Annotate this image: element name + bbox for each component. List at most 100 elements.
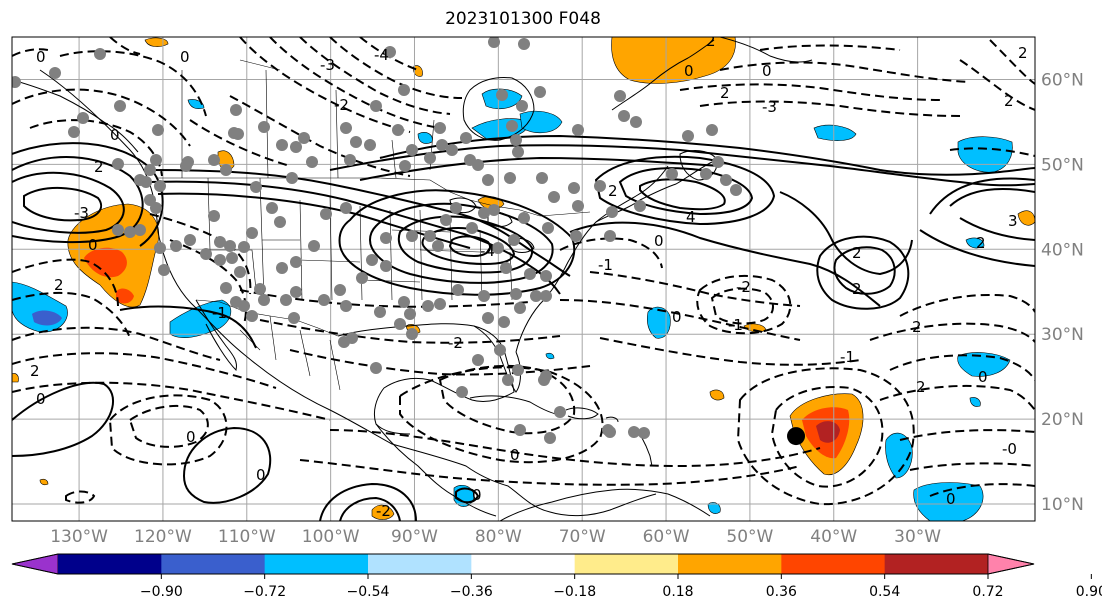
storm-center-marker bbox=[787, 427, 806, 446]
observation-dot bbox=[512, 146, 524, 158]
dashed-contour bbox=[65, 490, 96, 504]
observation-dot bbox=[460, 132, 472, 144]
observation-dot bbox=[518, 38, 530, 50]
observation-dot bbox=[452, 284, 464, 296]
contour-line bbox=[397, 215, 534, 274]
longitude-label: 30°W bbox=[894, 527, 941, 547]
contour-label: 4 bbox=[686, 208, 696, 226]
contour-line bbox=[338, 189, 576, 296]
observation-dot bbox=[516, 100, 528, 112]
observation-dot bbox=[544, 432, 556, 444]
observation-dot bbox=[232, 128, 244, 140]
observation-dot bbox=[399, 160, 411, 172]
observation-dot bbox=[134, 224, 146, 236]
observation-dot bbox=[538, 374, 550, 386]
dashed-contour bbox=[329, 37, 463, 99]
observation-dot bbox=[424, 152, 436, 164]
observation-dot bbox=[512, 364, 524, 376]
observation-dot bbox=[422, 300, 434, 312]
contour-labels: 0 0 -3 2 0 2 2 0 0 0 -3 -4 -2 -4 -2 0 0 … bbox=[30, 37, 1028, 520]
dashed-contour bbox=[12, 258, 119, 307]
colorbar: −0.90 −0.72 −0.54 −0.36 −0.18 0.18 0.36 0.54 0.7… bbox=[11, 553, 1102, 600]
observation-dot bbox=[246, 227, 258, 239]
colorbar-tick-label: −0.72 bbox=[243, 584, 286, 600]
observation-dot bbox=[68, 126, 80, 138]
dashed-contour bbox=[949, 147, 1035, 157]
contour-label: 0 bbox=[36, 48, 46, 66]
observation-dot bbox=[488, 204, 500, 216]
observation-dot bbox=[392, 124, 404, 136]
observation-dot bbox=[720, 174, 732, 186]
cuba bbox=[469, 395, 557, 415]
positive-anomaly-area bbox=[611, 37, 736, 84]
dashed-contour bbox=[299, 37, 451, 115]
observation-dot bbox=[114, 100, 126, 112]
observation-dot bbox=[514, 302, 526, 314]
observation-dot bbox=[540, 270, 552, 282]
dashed-contour bbox=[959, 59, 1035, 111]
contour-label: 2 bbox=[720, 84, 730, 102]
contour-label: 2 bbox=[976, 234, 986, 252]
dashed-contour bbox=[719, 61, 971, 83]
observation-dot bbox=[280, 294, 292, 306]
negative-anomaly-area bbox=[965, 237, 985, 249]
longitude-labels: 130°W 120°W 110°W 100°W 90°W 80°W 70°W 60°W 50°W… bbox=[50, 527, 941, 547]
observation-dot bbox=[548, 191, 560, 203]
contour-label: 0 bbox=[672, 308, 682, 326]
contour-line bbox=[12, 171, 125, 234]
coastlines bbox=[12, 37, 813, 521]
observation-dot bbox=[602, 424, 614, 436]
observation-dot bbox=[482, 312, 494, 324]
observation-dot bbox=[634, 200, 646, 212]
positive-anomaly-core bbox=[116, 288, 134, 304]
contour-label: -1 bbox=[212, 304, 227, 322]
dashed-contour bbox=[12, 381, 331, 421]
contour-label: -2 bbox=[736, 278, 751, 296]
contour-label: 2 bbox=[1018, 44, 1028, 62]
observation-dot bbox=[208, 154, 220, 166]
longitude-label: 110°W bbox=[218, 527, 276, 547]
observation-dot bbox=[712, 156, 724, 168]
contour-line bbox=[833, 246, 896, 295]
dashed-contour bbox=[438, 364, 576, 435]
negative-anomaly-area bbox=[885, 432, 913, 479]
dashed-contour bbox=[879, 384, 1035, 411]
contour-label: -2 bbox=[448, 334, 463, 352]
baja-peninsula bbox=[195, 299, 237, 371]
observation-dot bbox=[434, 122, 446, 134]
dashed-contour bbox=[189, 119, 291, 167]
longitude-label: 40°W bbox=[810, 527, 857, 547]
observation-dot bbox=[298, 132, 310, 144]
colorbar-segment bbox=[884, 554, 989, 574]
map-area: 0 0 -3 2 0 2 2 0 0 0 -3 -4 -2 -4 -2 0 0 … bbox=[12, 37, 1035, 521]
contour-label: -3 bbox=[74, 204, 89, 222]
colorbar-tick-label: 0.36 bbox=[766, 584, 797, 600]
contour-line bbox=[12, 156, 144, 244]
colorbar-tick-label: −0.90 bbox=[140, 584, 183, 600]
observation-dot bbox=[308, 240, 320, 252]
observation-dot bbox=[518, 212, 530, 224]
contour-line bbox=[618, 167, 754, 216]
observation-dot bbox=[334, 284, 346, 296]
colorbar-segment bbox=[368, 554, 472, 574]
observation-dot bbox=[356, 272, 368, 284]
observation-dot bbox=[554, 406, 566, 418]
observation-dot bbox=[536, 172, 548, 184]
contour-label: 0 bbox=[110, 126, 120, 144]
contour-label: -4 bbox=[480, 242, 495, 260]
observation-dot bbox=[112, 158, 124, 170]
observation-dot bbox=[170, 240, 182, 252]
observation-dot bbox=[446, 144, 458, 156]
observation-dot bbox=[338, 336, 350, 348]
positive-anomaly-area bbox=[39, 478, 49, 486]
labrador-coast bbox=[611, 39, 715, 111]
dashed-contour bbox=[12, 326, 221, 361]
observation-dot bbox=[238, 300, 250, 312]
contour-line bbox=[639, 178, 726, 211]
observation-dot bbox=[140, 176, 152, 188]
observation-dot bbox=[246, 310, 258, 322]
latitude-labels: 60°N 50°N 40°N 30°N 20°N 10°N bbox=[1041, 70, 1084, 515]
contour-label: 2 bbox=[30, 362, 40, 380]
contour-line bbox=[919, 229, 1035, 267]
colorbar-tick-label: −0.36 bbox=[450, 584, 493, 600]
